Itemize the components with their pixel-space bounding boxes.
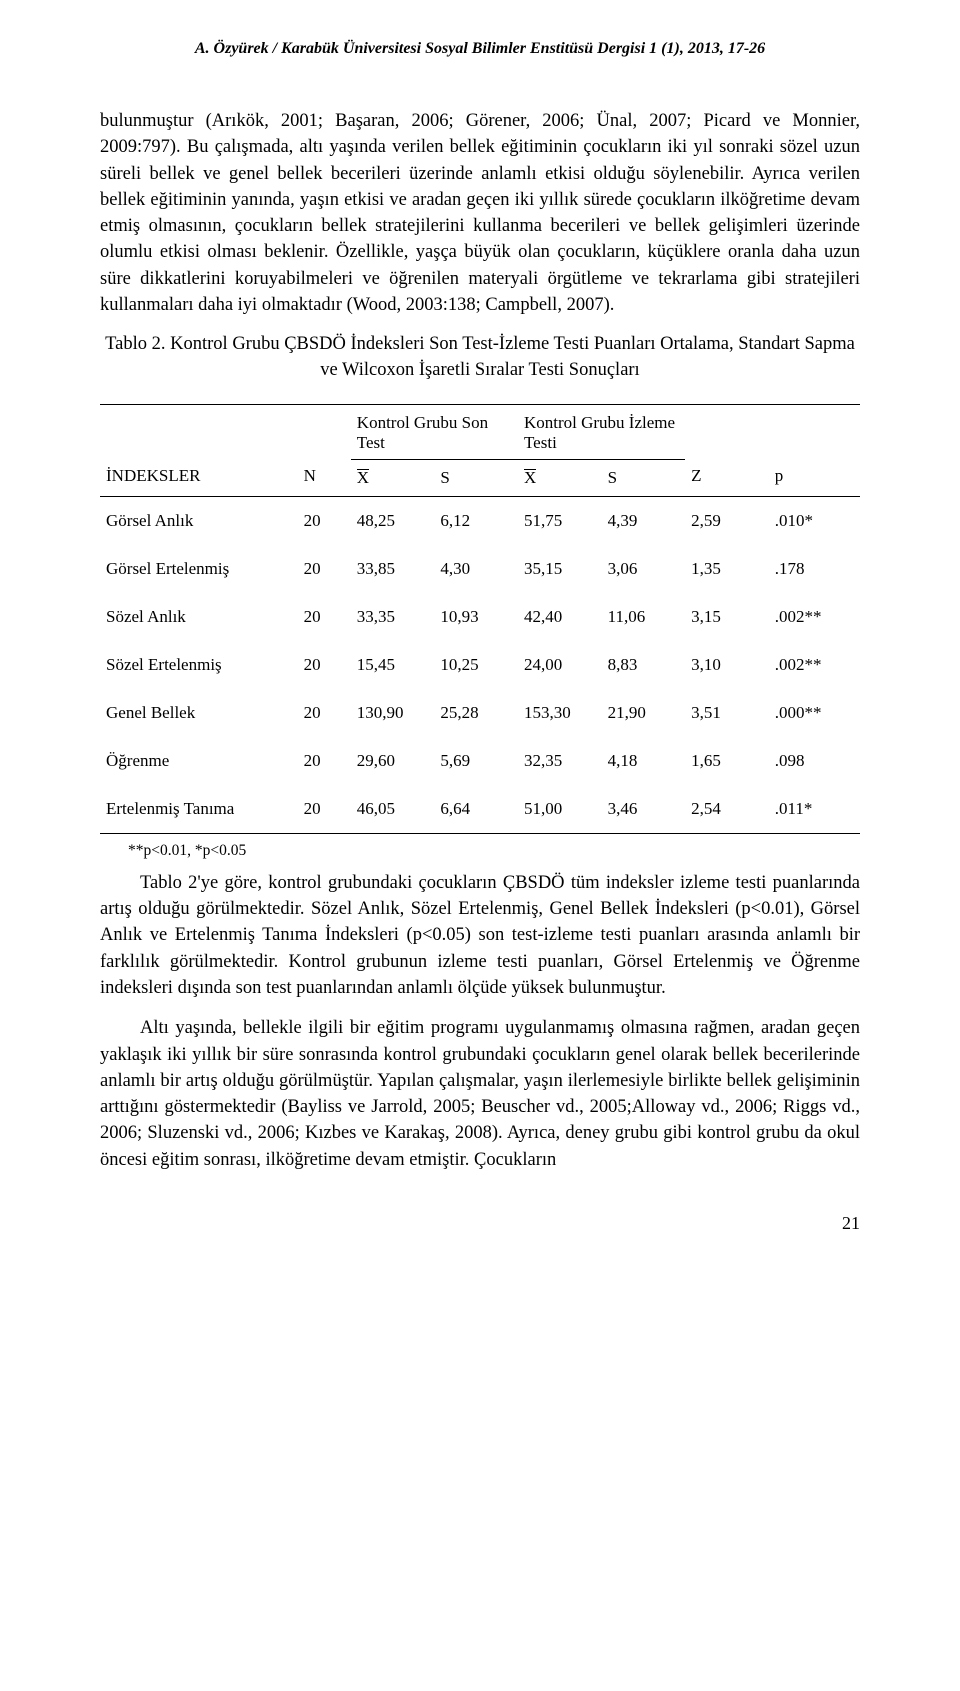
table-cell: 21,90 [602, 689, 686, 737]
table-row: Genel Bellek20130,9025,28153,3021,903,51… [100, 689, 860, 737]
table-cell: 2,59 [685, 496, 769, 545]
table-cell: 10,93 [434, 593, 518, 641]
table-cell: 51,75 [518, 496, 602, 545]
table-cell: 48,25 [351, 496, 435, 545]
table-cell: .178 [769, 545, 860, 593]
table-cell: Genel Bellek [100, 689, 298, 737]
th-kontrol-son: Kontrol Grubu Son Test [351, 404, 518, 459]
table-cell: 4,39 [602, 496, 686, 545]
table-cell: 3,51 [685, 689, 769, 737]
table-cell: 24,00 [518, 641, 602, 689]
table-cell: .011* [769, 785, 860, 834]
table-cell: Sözel Ertelenmiş [100, 641, 298, 689]
table-cell: 2,54 [685, 785, 769, 834]
table-cell: 46,05 [351, 785, 435, 834]
table-row: Ertelenmiş Tanıma2046,056,6451,003,462,5… [100, 785, 860, 834]
table-row: Öğrenme2029,605,6932,354,181,65.098 [100, 737, 860, 785]
table-cell: 3,06 [602, 545, 686, 593]
table-cell: 4,30 [434, 545, 518, 593]
table-cell: 33,85 [351, 545, 435, 593]
table-row: Sözel Anlık2033,3510,9342,4011,063,15.00… [100, 593, 860, 641]
table-cell: .000** [769, 689, 860, 737]
table-caption: Tablo 2. Kontrol Grubu ÇBSDÖ İndeksleri … [100, 332, 860, 384]
table-cell: 4,18 [602, 737, 686, 785]
table-cell: 130,90 [351, 689, 435, 737]
table-cell: Sözel Anlık [100, 593, 298, 641]
table-row: Görsel Anlık2048,256,1251,754,392,59.010… [100, 496, 860, 545]
table-cell: 3,10 [685, 641, 769, 689]
th-x2: X [518, 459, 602, 496]
table-row: Görsel Ertelenmiş2033,854,3035,153,061,3… [100, 545, 860, 593]
th-x1: X [351, 459, 435, 496]
th-indeksler: İNDEKSLER [100, 404, 298, 496]
page-number: 21 [100, 1213, 860, 1234]
table-cell: 25,28 [434, 689, 518, 737]
table-cell: Görsel Anlık [100, 496, 298, 545]
table-cell: .002** [769, 593, 860, 641]
table-cell: 42,40 [518, 593, 602, 641]
table-cell: 20 [298, 785, 351, 834]
table-cell: 1,65 [685, 737, 769, 785]
table-cell: 6,64 [434, 785, 518, 834]
table-cell: 153,30 [518, 689, 602, 737]
th-kontrol-izleme: Kontrol Grubu İzleme Testi [518, 404, 685, 459]
paragraph-1: bulunmuştur (Arıkök, 2001; Başaran, 2006… [100, 108, 860, 318]
th-n: N [298, 404, 351, 496]
paragraph-3: Altı yaşında, bellekle ilgili bir eğitim… [100, 1015, 860, 1173]
table-row: Sözel Ertelenmiş2015,4510,2524,008,833,1… [100, 641, 860, 689]
table-cell: 20 [298, 496, 351, 545]
table-cell: 20 [298, 689, 351, 737]
table-cell: 6,12 [434, 496, 518, 545]
table-cell: Görsel Ertelenmiş [100, 545, 298, 593]
table-cell: .002** [769, 641, 860, 689]
table-cell: 20 [298, 641, 351, 689]
table-cell: 15,45 [351, 641, 435, 689]
table-cell: .098 [769, 737, 860, 785]
table-cell: 10,25 [434, 641, 518, 689]
table-cell: 5,69 [434, 737, 518, 785]
table-cell: 51,00 [518, 785, 602, 834]
table-cell: 32,35 [518, 737, 602, 785]
table-cell: 1,35 [685, 545, 769, 593]
table-cell: 20 [298, 593, 351, 641]
th-p: p [769, 404, 860, 496]
table-cell: Ertelenmiş Tanıma [100, 785, 298, 834]
paragraph-2: Tablo 2'ye göre, kontrol grubundaki çocu… [100, 870, 860, 1001]
table-footnote: **p<0.01, *p<0.05 [100, 842, 860, 860]
th-z: Z [685, 404, 769, 496]
table-cell: 3,46 [602, 785, 686, 834]
table-cell: 20 [298, 737, 351, 785]
table-cell: .010* [769, 496, 860, 545]
results-table: İNDEKSLER N Kontrol Grubu Son Test Kontr… [100, 404, 860, 834]
running-header: A. Özyürek / Karabük Üniversitesi Sosyal… [100, 40, 860, 58]
th-s2: S [602, 459, 686, 496]
table-cell: 33,35 [351, 593, 435, 641]
table-cell: 3,15 [685, 593, 769, 641]
table-cell: Öğrenme [100, 737, 298, 785]
table-cell: 11,06 [602, 593, 686, 641]
table-cell: 20 [298, 545, 351, 593]
table-cell: 29,60 [351, 737, 435, 785]
table-cell: 35,15 [518, 545, 602, 593]
table-cell: 8,83 [602, 641, 686, 689]
th-s1: S [434, 459, 518, 496]
